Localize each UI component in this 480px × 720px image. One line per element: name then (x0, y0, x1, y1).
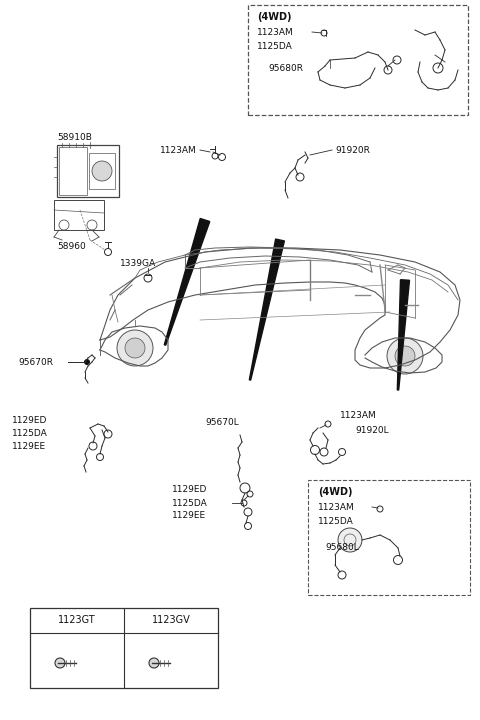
Circle shape (149, 658, 159, 668)
Circle shape (395, 346, 415, 366)
Text: 1129EE: 1129EE (12, 441, 46, 451)
Circle shape (92, 161, 112, 181)
Text: (4WD): (4WD) (257, 12, 291, 22)
Text: 1129ED: 1129ED (172, 485, 207, 495)
Bar (57, 145, 119, 197)
Circle shape (338, 528, 362, 552)
Text: 1125DA: 1125DA (257, 42, 293, 50)
Text: 1123GV: 1123GV (152, 615, 191, 625)
Circle shape (117, 330, 153, 366)
Text: 1125DA: 1125DA (172, 498, 208, 508)
Text: 1125DA: 1125DA (318, 516, 354, 526)
Polygon shape (397, 279, 409, 390)
Text: 58910B: 58910B (57, 132, 92, 142)
Text: 1123AM: 1123AM (257, 27, 294, 37)
Text: (4WD): (4WD) (318, 487, 352, 497)
Text: 1123AM: 1123AM (318, 503, 355, 511)
Text: 91920R: 91920R (335, 145, 370, 155)
Bar (30, 608, 218, 688)
Text: 1123GT: 1123GT (58, 615, 96, 625)
Text: 1129ED: 1129ED (12, 415, 48, 425)
Bar (248, 5, 468, 115)
Text: 1123AM: 1123AM (160, 145, 197, 155)
Bar (59, 147, 87, 195)
Circle shape (55, 658, 65, 668)
Bar (89, 153, 115, 189)
Text: 1129EE: 1129EE (172, 511, 206, 521)
Circle shape (84, 359, 89, 364)
Text: 1339GA: 1339GA (120, 258, 156, 268)
Bar (308, 480, 470, 595)
Text: 95680R: 95680R (268, 63, 303, 73)
Text: 95670R: 95670R (18, 358, 53, 366)
Text: 58960: 58960 (57, 241, 86, 251)
Text: 1125DA: 1125DA (12, 428, 48, 438)
Text: 91920L: 91920L (355, 426, 389, 434)
Circle shape (125, 338, 145, 358)
Text: 95670L: 95670L (205, 418, 239, 426)
Text: 95680L: 95680L (325, 544, 359, 552)
Bar (54, 200, 104, 230)
Text: 1123AM: 1123AM (340, 410, 377, 420)
Polygon shape (249, 239, 285, 380)
Circle shape (387, 338, 423, 374)
Polygon shape (164, 218, 210, 345)
